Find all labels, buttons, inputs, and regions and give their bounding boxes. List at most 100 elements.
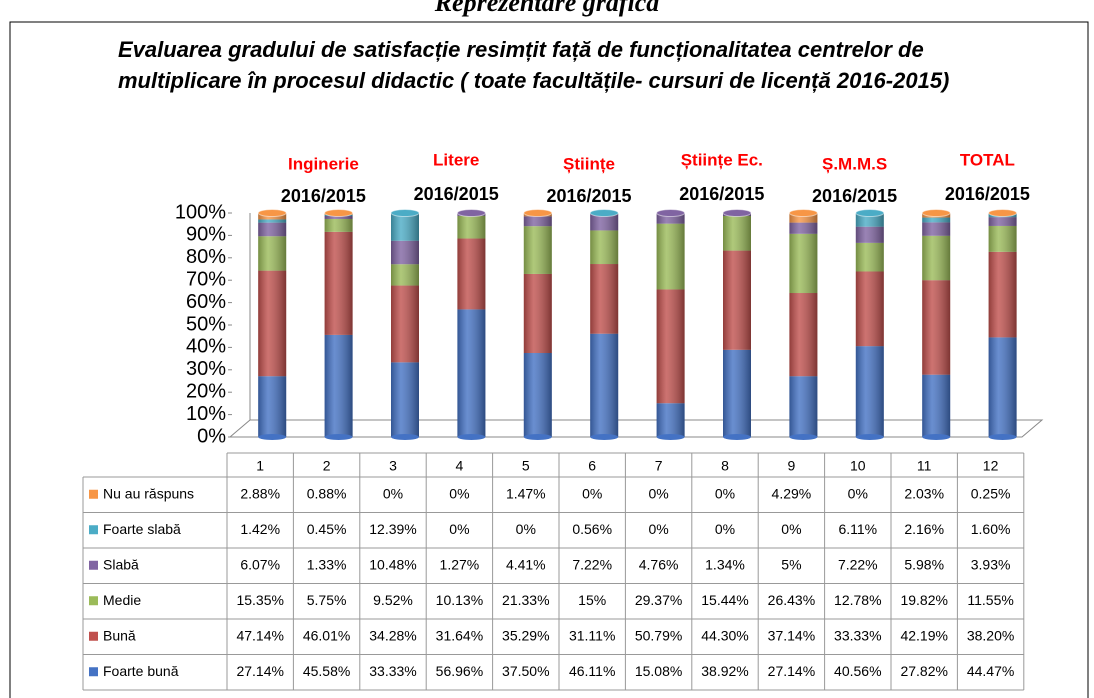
cylinder-bottom (855, 434, 884, 440)
cylinder-top (257, 209, 287, 217)
y-tick-label: 90% (186, 224, 226, 246)
value-label: 38.20% (967, 627, 1014, 643)
cylinder-bottom (391, 434, 419, 440)
y-tick-label: 80% (186, 246, 226, 268)
value-label: 7.22% (572, 556, 612, 572)
legend-label: Bună (103, 627, 136, 643)
legend-label: Slabă (103, 556, 139, 572)
value-label: 2.88% (240, 485, 280, 501)
group-label: TOTAL (960, 150, 1015, 169)
floor (228, 419, 1044, 438)
cylinder-top (523, 209, 553, 217)
value-label: 50.79% (635, 627, 682, 643)
group-period: 2016/2015 (945, 184, 1030, 204)
cylinder-top (656, 209, 686, 217)
value-label: 0% (449, 485, 469, 501)
value-label: 1.42% (240, 521, 280, 537)
cylinder-shade (723, 213, 751, 437)
value-label: 2.03% (904, 485, 944, 501)
value-label: 0% (715, 485, 735, 501)
value-label: 46.01% (303, 627, 350, 643)
value-label: 7.22% (838, 556, 878, 572)
y-tick-label: 50% (186, 313, 226, 335)
value-label: 33.33% (369, 663, 416, 679)
value-label: 1.33% (307, 556, 347, 572)
x-tick-label: 12 (983, 458, 999, 474)
x-tick-label: 2 (323, 458, 331, 474)
value-label: 0.25% (971, 485, 1011, 501)
cylinder-top (855, 209, 885, 217)
value-label: 5.98% (904, 556, 944, 572)
cylinder-top (390, 209, 420, 217)
value-label: 0% (781, 521, 801, 537)
value-label: 0.56% (572, 521, 612, 537)
value-label: 0% (848, 485, 868, 501)
value-label: 0% (383, 485, 403, 501)
value-label: 15.44% (701, 592, 748, 608)
group-label: Ș.M.M.S (822, 154, 887, 173)
value-label: 0% (449, 521, 469, 537)
value-label: 0.45% (307, 521, 347, 537)
legend-key (89, 489, 98, 499)
value-label: 26.43% (768, 592, 815, 608)
group-label: Litere (433, 150, 479, 169)
cylinder-bottom (656, 434, 685, 440)
cylinder-top (324, 209, 354, 217)
value-label: 11.55% (967, 592, 1013, 608)
value-label: 15% (578, 592, 606, 608)
cylinder-shade (590, 213, 619, 437)
y-tick-label: 40% (186, 336, 226, 358)
value-label: 27.14% (768, 663, 815, 679)
value-label: 35.29% (502, 627, 549, 643)
value-label: 45.58% (303, 663, 350, 679)
value-label: 56.96% (436, 663, 483, 679)
y-tick-label: 0% (197, 425, 226, 447)
value-label: 21.33% (502, 592, 549, 608)
cylinder-shade (922, 213, 951, 437)
value-label: 38.92% (701, 663, 748, 679)
legend-label: Foarte slabă (103, 521, 181, 537)
y-tick-label: 10% (186, 403, 226, 425)
value-label: 19.82% (900, 592, 947, 608)
value-label: 40.56% (834, 663, 881, 679)
x-tick-label: 6 (588, 458, 596, 474)
value-label: 0.88% (307, 485, 347, 501)
value-label: 37.50% (502, 663, 549, 679)
legend-key (89, 596, 98, 606)
legend-key (89, 667, 98, 677)
legend-key (89, 525, 98, 535)
cylinder-top (921, 209, 951, 217)
cylinder-bottom (723, 434, 751, 440)
value-label: 31.11% (569, 627, 615, 643)
y-tick-label: 30% (186, 358, 226, 380)
value-label: 0% (648, 521, 668, 537)
value-label: 4.41% (506, 556, 546, 572)
cylinder-shade (391, 213, 419, 437)
y-tick-label: 100% (175, 201, 226, 223)
value-label: 37.14% (768, 627, 815, 643)
cylinder-bottom (523, 434, 552, 440)
x-tick-label: 8 (721, 458, 729, 474)
heading: Reprezentare grafică (434, 0, 660, 17)
value-label: 0% (516, 521, 536, 537)
cylinder-bottom (324, 434, 353, 440)
x-tick-label: 7 (655, 458, 663, 474)
value-label: 4.76% (639, 556, 679, 572)
cylinder-shade (855, 213, 884, 437)
value-label: 5.75% (307, 592, 347, 608)
legend-key (89, 631, 98, 641)
cylinder-shade (789, 213, 818, 437)
value-label: 6.07% (240, 556, 280, 572)
value-label: 5% (781, 556, 801, 572)
x-tick-label: 9 (788, 458, 796, 474)
value-label: 0% (648, 485, 668, 501)
value-label: 27.14% (236, 663, 283, 679)
value-label: 27.82% (900, 663, 947, 679)
cylinder-top (722, 209, 752, 217)
value-label: 31.64% (436, 627, 483, 643)
group-period: 2016/2015 (812, 186, 897, 206)
value-label: 42.19% (900, 627, 947, 643)
value-label: 15.08% (635, 663, 682, 679)
